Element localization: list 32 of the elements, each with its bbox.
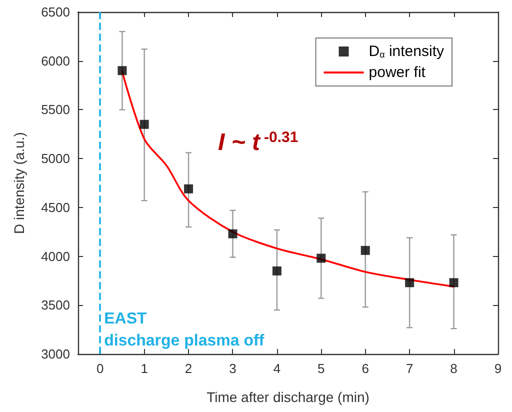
- point: [316, 254, 326, 263]
- point: [184, 184, 194, 194]
- x-tick-label: 5: [318, 361, 325, 376]
- point: [405, 278, 414, 288]
- x-tick-label: 0: [96, 361, 104, 376]
- y-tick-label: 6500: [41, 4, 70, 20]
- x-tick-label: 9: [494, 361, 502, 376]
- x-tick-label: 8: [450, 361, 458, 376]
- x-axis-title: Time after discharge (min): [206, 389, 370, 405]
- y-tick-label: 4500: [41, 200, 70, 215]
- y-tick-label: 3000: [41, 346, 70, 362]
- y-tick-label: 6000: [41, 53, 70, 68]
- x-tick-label: 2: [184, 361, 192, 376]
- point: [360, 246, 370, 255]
- point: [449, 278, 458, 288]
- y-tick-label: 3500: [41, 298, 70, 313]
- x-tick-label: 1: [140, 361, 148, 376]
- y-tick-label: 4000: [41, 248, 70, 264]
- point: [272, 266, 282, 276]
- y-tick-label: 5000: [41, 151, 70, 166]
- point: [140, 120, 149, 129]
- y-axis-title: D intensity (a.u.): [11, 132, 27, 234]
- x-tick-label: 7: [406, 361, 414, 376]
- x-tick-label: 6: [362, 361, 369, 376]
- y-tick-label: 5500: [41, 102, 70, 118]
- ref-line-label: EAST discharge plasma off: [104, 310, 265, 350]
- point: [118, 66, 127, 76]
- x-tick-label: 4: [273, 361, 281, 376]
- x-tick-label: 3: [229, 361, 236, 376]
- legend-label: Dα intensity: [368, 43, 444, 60]
- point: [228, 229, 238, 238]
- legend-label: power fit: [368, 64, 426, 81]
